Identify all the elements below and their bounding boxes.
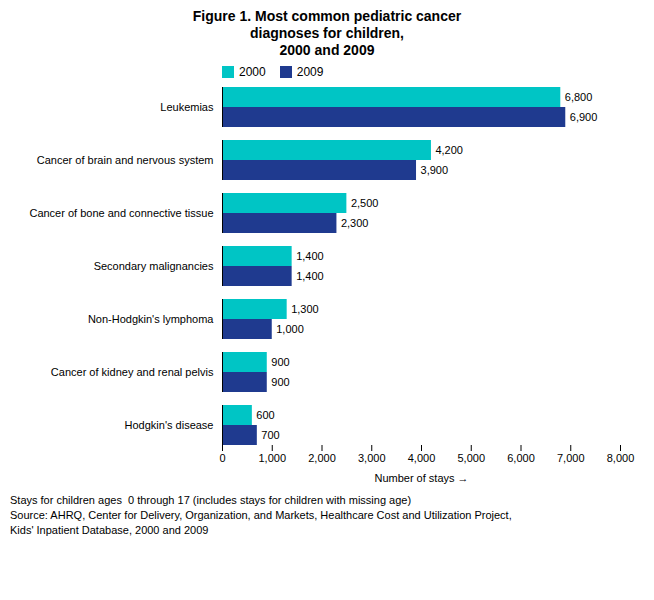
html-text:Source: AHRQ, Center for Deliv: Source: AHRQ, Center for Delivery, Organ… <box>10 509 512 521</box>
svg-text:600: 600 <box>256 409 274 421</box>
svg-text:5,000: 5,000 <box>457 452 485 464</box>
svg-text:7,000: 7,000 <box>557 452 585 464</box>
svg-text:Non-Hodgkin's lymphoma: Non-Hodgkin's lymphoma <box>88 313 214 325</box>
html-text:Stays for children ages 0 thro: Stays for children ages 0 through 17 (in… <box>10 494 412 506</box>
svg-text:2,500: 2,500 <box>351 197 379 209</box>
svg-text:Secondary malignancies: Secondary malignancies <box>94 260 214 272</box>
html-text:Kids' Inpatient Database, 2000: Kids' Inpatient Database, 2000 and 2009 <box>10 524 209 536</box>
svg-text:3,900: 3,900 <box>421 164 449 176</box>
svg-text:4,000: 4,000 <box>408 452 436 464</box>
svg-text:Cancer of brain and nervous sy: Cancer of brain and nervous system <box>37 154 214 166</box>
svg-text:900: 900 <box>271 376 289 388</box>
svg-text:4,200: 4,200 <box>435 144 463 156</box>
svg-text:0: 0 <box>219 452 225 464</box>
svg-text:1,300: 1,300 <box>291 303 319 315</box>
svg-text:8,000: 8,000 <box>607 452 635 464</box>
html-text:2000: 2000 <box>239 65 266 79</box>
svg-text:900: 900 <box>271 356 289 368</box>
html-text:2009: 2009 <box>296 65 324 79</box>
svg-text:1,400: 1,400 <box>296 250 324 262</box>
svg-text:Number of stays →: Number of stays → <box>374 472 468 484</box>
svg-text:Hodgkin's disease: Hodgkin's disease <box>125 419 214 431</box>
svg-text:6,800: 6,800 <box>565 91 593 103</box>
svg-text:3,000: 3,000 <box>358 452 386 464</box>
svg-text:6,900: 6,900 <box>570 111 598 123</box>
svg-text:1,400: 1,400 <box>296 270 324 282</box>
svg-text:2,000: 2,000 <box>308 452 336 464</box>
svg-text:1,000: 1,000 <box>276 323 304 335</box>
svg-text:Leukemias: Leukemias <box>160 101 214 113</box>
svg-text:Cancer of kidney and renal pel: Cancer of kidney and renal pelvis <box>51 366 214 378</box>
svg-text:Cancer of bone and connective: Cancer of bone and connective tissue <box>29 207 213 219</box>
svg-text:2,300: 2,300 <box>341 217 369 229</box>
svg-text:6,000: 6,000 <box>507 452 535 464</box>
svg-text:700: 700 <box>261 429 279 441</box>
html-text:Figure 1. Most common pediatri: Figure 1. Most common pediatric cancer d… <box>192 8 462 58</box>
svg-text:1,000: 1,000 <box>258 452 286 464</box>
